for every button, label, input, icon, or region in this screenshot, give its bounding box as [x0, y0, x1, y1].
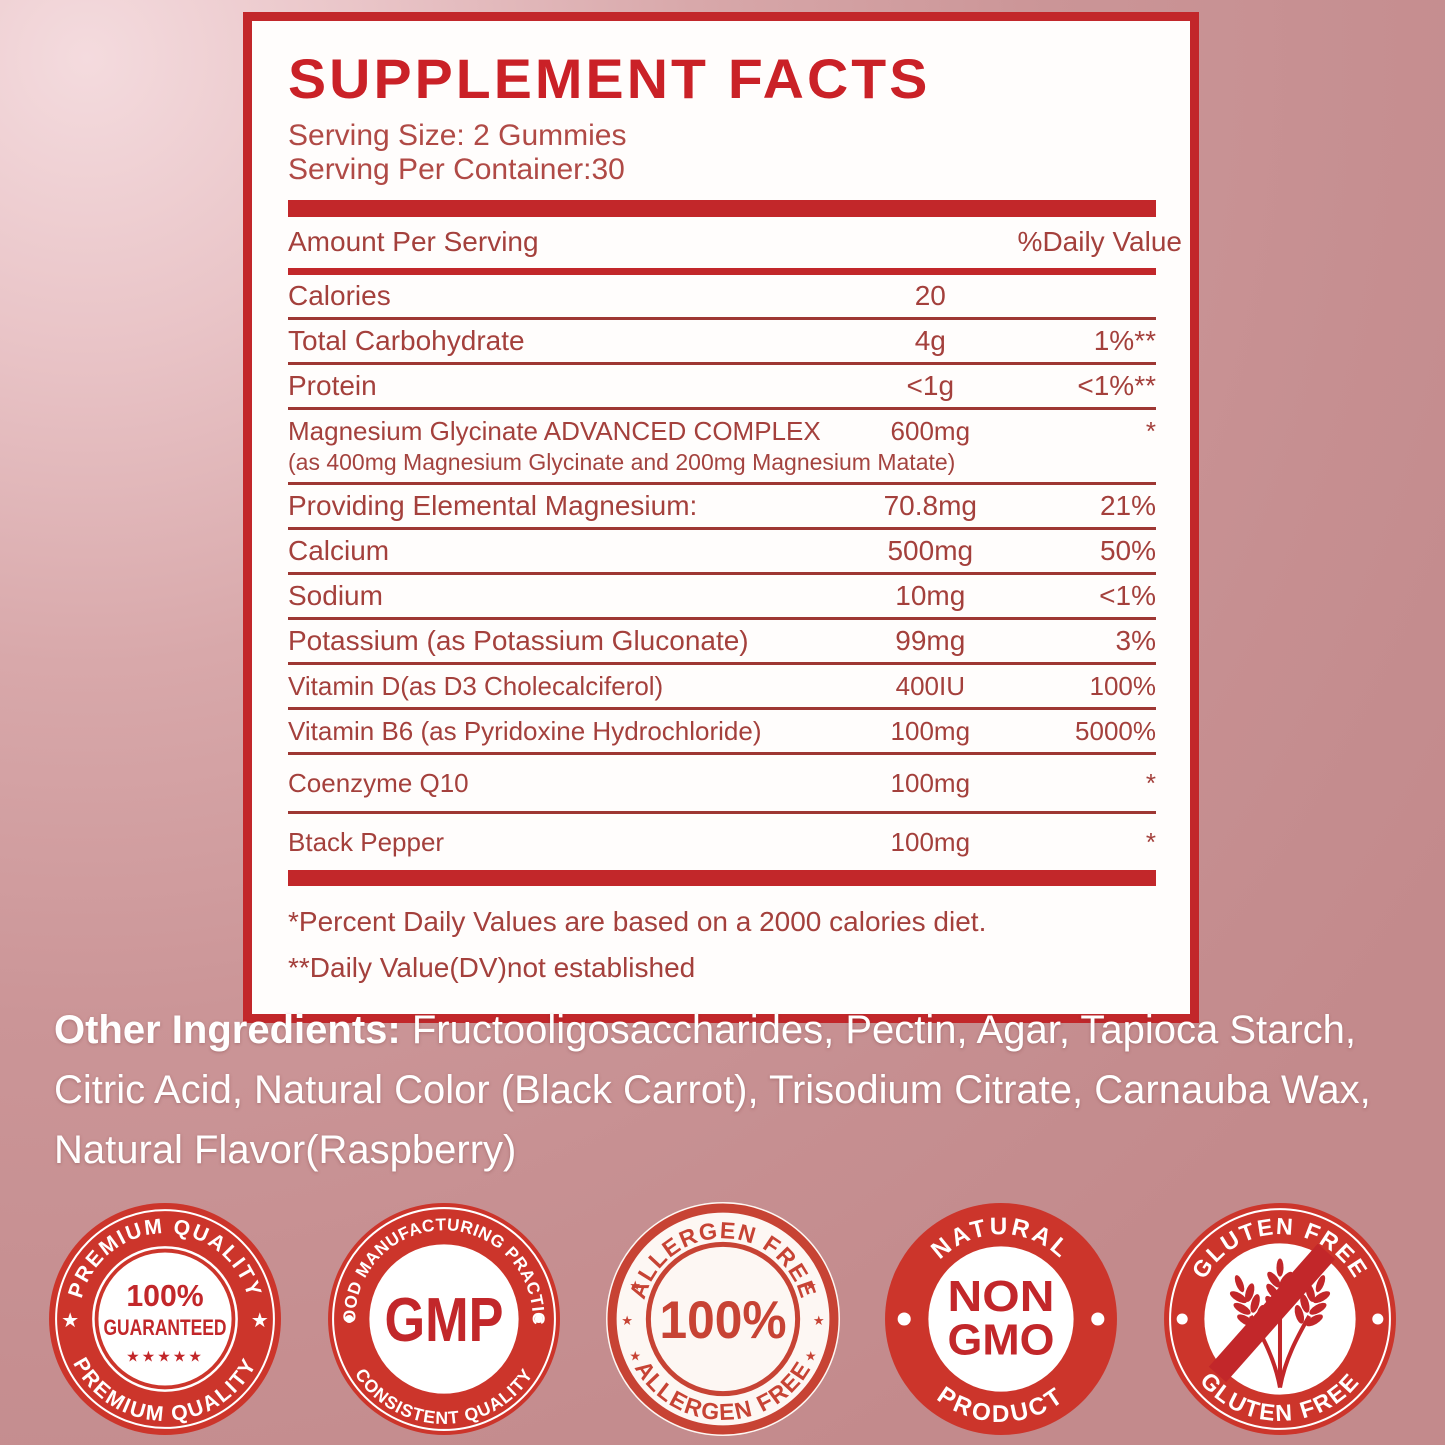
nutrient-label: Total Carbohydrate [288, 325, 525, 357]
amount-per-serving-header: Amount Per Serving [288, 226, 539, 258]
nutrient-label: Calcium [288, 535, 390, 567]
other-ingredients-text: Fructooligosaccharides, Pectin, Agar, Ta… [54, 1008, 1371, 1172]
nutrient-label: Vitamin D(as D3 Cholecalciferol) [288, 671, 664, 702]
table-row: Btack Pepper 100mg * [288, 811, 1156, 870]
nutrient-label: Sodium [288, 580, 383, 612]
dot-separator-icon [897, 1312, 911, 1326]
non-gmo-badge: NATURAL PRODUCT NON GMO [882, 1200, 1120, 1438]
svg-text:GUARANTEED: GUARANTEED [103, 1315, 226, 1340]
svg-text:100%: 100% [126, 1280, 203, 1313]
medium-divider-bar [288, 268, 1156, 276]
nutrient-dv: <1% [1099, 580, 1156, 612]
nutrient-amount: 400IU [895, 671, 965, 702]
gmp-seal-icon: GOOD MANUFACTURING PRACTICE CONSISTENT Q… [325, 1200, 560, 1435]
nutrient-dv: 1%** [1093, 325, 1156, 357]
other-ingredients-label: Other Ingredients: [54, 1008, 401, 1052]
table-header-row: Amount Per Serving %Daily Value [288, 217, 1182, 268]
nutrient-table: Calories 20 Total Carbohydrate 4g 1%** P… [288, 275, 1156, 870]
supplement-facts-panel: SUPPLEMENT FACTS Serving Size: 2 Gummies… [243, 12, 1199, 1023]
table-row: Vitamin D(as D3 Cholecalciferol) 400IU 1… [288, 662, 1156, 707]
nutrient-dv: 50% [1099, 535, 1156, 567]
star-icon: ★ [812, 1313, 824, 1328]
thick-divider-bar-bottom [288, 870, 1156, 887]
premium-quality-badge: PREMIUM QUALITY PREMIUM QUALITY ★ ★ 100%… [46, 1200, 284, 1438]
table-row: Magnesium Glycinate ADVANCED COMPLEX 600… [288, 407, 1156, 482]
nutrient-amount: 500mg [887, 535, 974, 567]
svg-text:NON: NON [948, 1273, 1055, 1321]
star-icon: ★ [804, 1278, 816, 1293]
thick-divider-bar [288, 200, 1156, 218]
gluten-free-seal-icon: GLUTEN FREE GLUTEN FREE [1164, 1203, 1396, 1435]
star-icon: ★ [804, 1348, 816, 1363]
servings-per-container: Serving Per Container:30 [288, 153, 625, 187]
star-icon: ★ [61, 1310, 79, 1332]
nutrient-label: Protein [288, 370, 377, 402]
nutrient-dv: 100% [1089, 671, 1157, 702]
nutrient-dv: * [1145, 416, 1156, 447]
nutrient-amount: 100mg [890, 827, 971, 858]
star-icon: ★ [629, 1278, 641, 1293]
allergen-free-badge: ALLERGEN FREE ALLERGEN FREE ★ ★ ★ ★ ★ ★ … [604, 1200, 842, 1438]
nutrient-dv: 5000% [1075, 716, 1156, 747]
nutrient-label: Calories [288, 280, 391, 312]
table-row: Calories 20 [288, 275, 1156, 317]
dot-separator-icon [1372, 1313, 1384, 1325]
dot-separator-icon [1091, 1312, 1105, 1326]
svg-text:GMP: GMP [384, 1285, 503, 1355]
nutrient-dv: 3% [1115, 625, 1156, 657]
nutrient-amount: 100mg [890, 768, 971, 799]
non-gmo-seal-icon: NATURAL PRODUCT NON GMO [885, 1203, 1118, 1435]
star-icon: ★ [621, 1313, 633, 1328]
nutrient-amount: 99mg [895, 625, 966, 657]
nutrient-dv: * [1145, 827, 1156, 858]
star-icon: ★ [251, 1310, 269, 1332]
panel-title: SUPPLEMENT FACTS [288, 47, 931, 110]
table-row: Coenzyme Q10 100mg * [288, 752, 1156, 811]
footnotes: *Percent Daily Values are based on a 200… [288, 903, 1156, 987]
table-row: Sodium 10mg <1% [288, 572, 1156, 617]
nutrient-label: Potassium (as Potassium Gluconate) [288, 625, 749, 657]
other-ingredients: Other Ingredients: Fructooligosaccharide… [54, 1000, 1414, 1180]
nutrient-dv: 21% [1099, 490, 1156, 522]
nutrient-label: Magnesium Glycinate ADVANCED COMPLEX [288, 416, 821, 447]
five-stars-icon: ★★★★★ [126, 1348, 204, 1365]
table-row: Providing Elemental Magnesium: 70.8mg 21… [288, 482, 1156, 527]
table-row: Vitamin B6 (as Pyridoxine Hydrochloride)… [288, 707, 1156, 752]
nutrient-sublabel: (as 400mg Magnesium Glycinate and 200mg … [288, 449, 956, 476]
nutrient-amount: 4g [914, 325, 946, 357]
gmp-badge: GOOD MANUFACTURING PRACTICE CONSISTENT Q… [325, 1200, 563, 1438]
svg-text:100%: 100% [659, 1292, 786, 1350]
premium-quality-seal-icon: PREMIUM QUALITY PREMIUM QUALITY ★ ★ 100%… [49, 1203, 281, 1435]
prohibition-slash-icon [1208, 1243, 1336, 1383]
dot-separator-icon [344, 1314, 353, 1324]
nutrient-amount: 70.8mg [883, 490, 977, 522]
allergen-free-stamp-icon: ALLERGEN FREE ALLERGEN FREE ★ ★ ★ ★ ★ ★ … [605, 1202, 840, 1436]
nutrient-dv: <1%** [1077, 370, 1156, 402]
svg-text:GMO: GMO [948, 1316, 1055, 1364]
dot-separator-icon [534, 1314, 543, 1324]
nutrient-label: Providing Elemental Magnesium: [288, 490, 698, 522]
table-row: Calcium 500mg 50% [288, 527, 1156, 572]
nutrient-amount: 10mg [895, 580, 966, 612]
footnote-dv-not-established: **Daily Value(DV)not established [288, 952, 696, 983]
nutrient-label: Vitamin B6 (as Pyridoxine Hydrochloride) [288, 716, 762, 747]
nutrient-amount: 600mg [890, 416, 971, 447]
nutrient-amount: <1g [906, 370, 955, 402]
daily-value-header: %Daily Value [1017, 226, 1182, 258]
star-icon: ★ [629, 1348, 641, 1363]
nutrient-dv: * [1145, 768, 1156, 799]
certification-badges: PREMIUM QUALITY PREMIUM QUALITY ★ ★ 100%… [46, 1200, 1399, 1438]
serving-size: Serving Size: 2 Gummies [288, 119, 627, 152]
footnote-percent-dv: *Percent Daily Values are based on a 200… [288, 906, 987, 938]
nutrient-label: Coenzyme Q10 [288, 768, 469, 799]
gluten-free-badge: GLUTEN FREE GLUTEN FREE [1161, 1200, 1399, 1438]
nutrient-label: Btack Pepper [288, 827, 445, 858]
nutrient-amount: 100mg [890, 716, 971, 747]
dot-separator-icon [1176, 1313, 1188, 1325]
table-row: Protein <1g <1%** [288, 362, 1156, 407]
table-row: Potassium (as Potassium Gluconate) 99mg … [288, 617, 1156, 662]
nutrient-amount: 20 [914, 280, 946, 312]
table-row: Total Carbohydrate 4g 1%** [288, 317, 1156, 362]
